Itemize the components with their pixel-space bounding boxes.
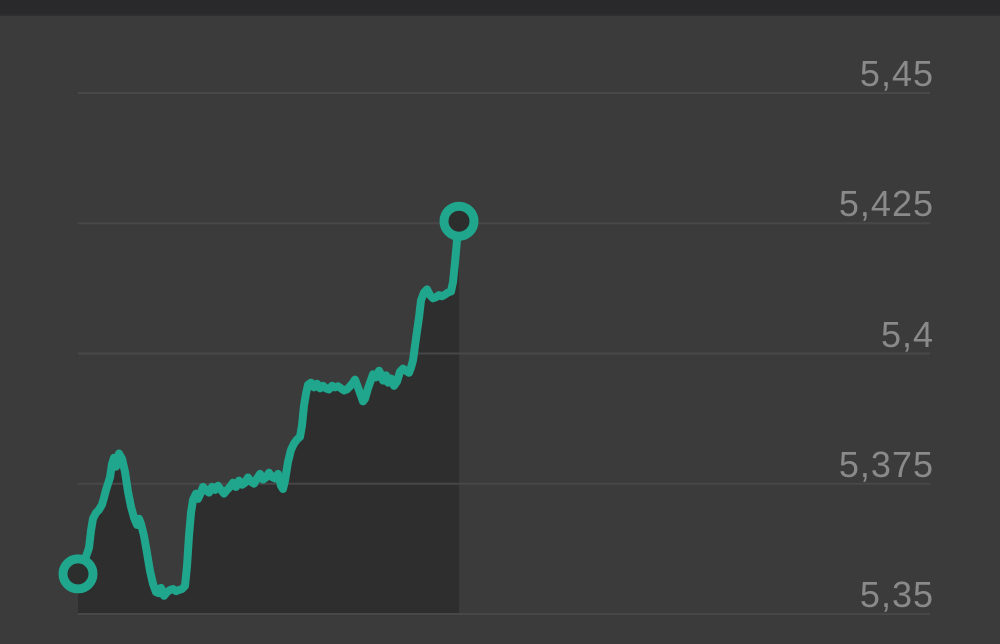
price-line bbox=[74, 217, 463, 600]
price-area-fill bbox=[78, 221, 459, 613]
end-point-marker bbox=[439, 201, 479, 241]
start-point-marker bbox=[58, 554, 98, 594]
status-bar bbox=[0, 0, 1000, 16]
